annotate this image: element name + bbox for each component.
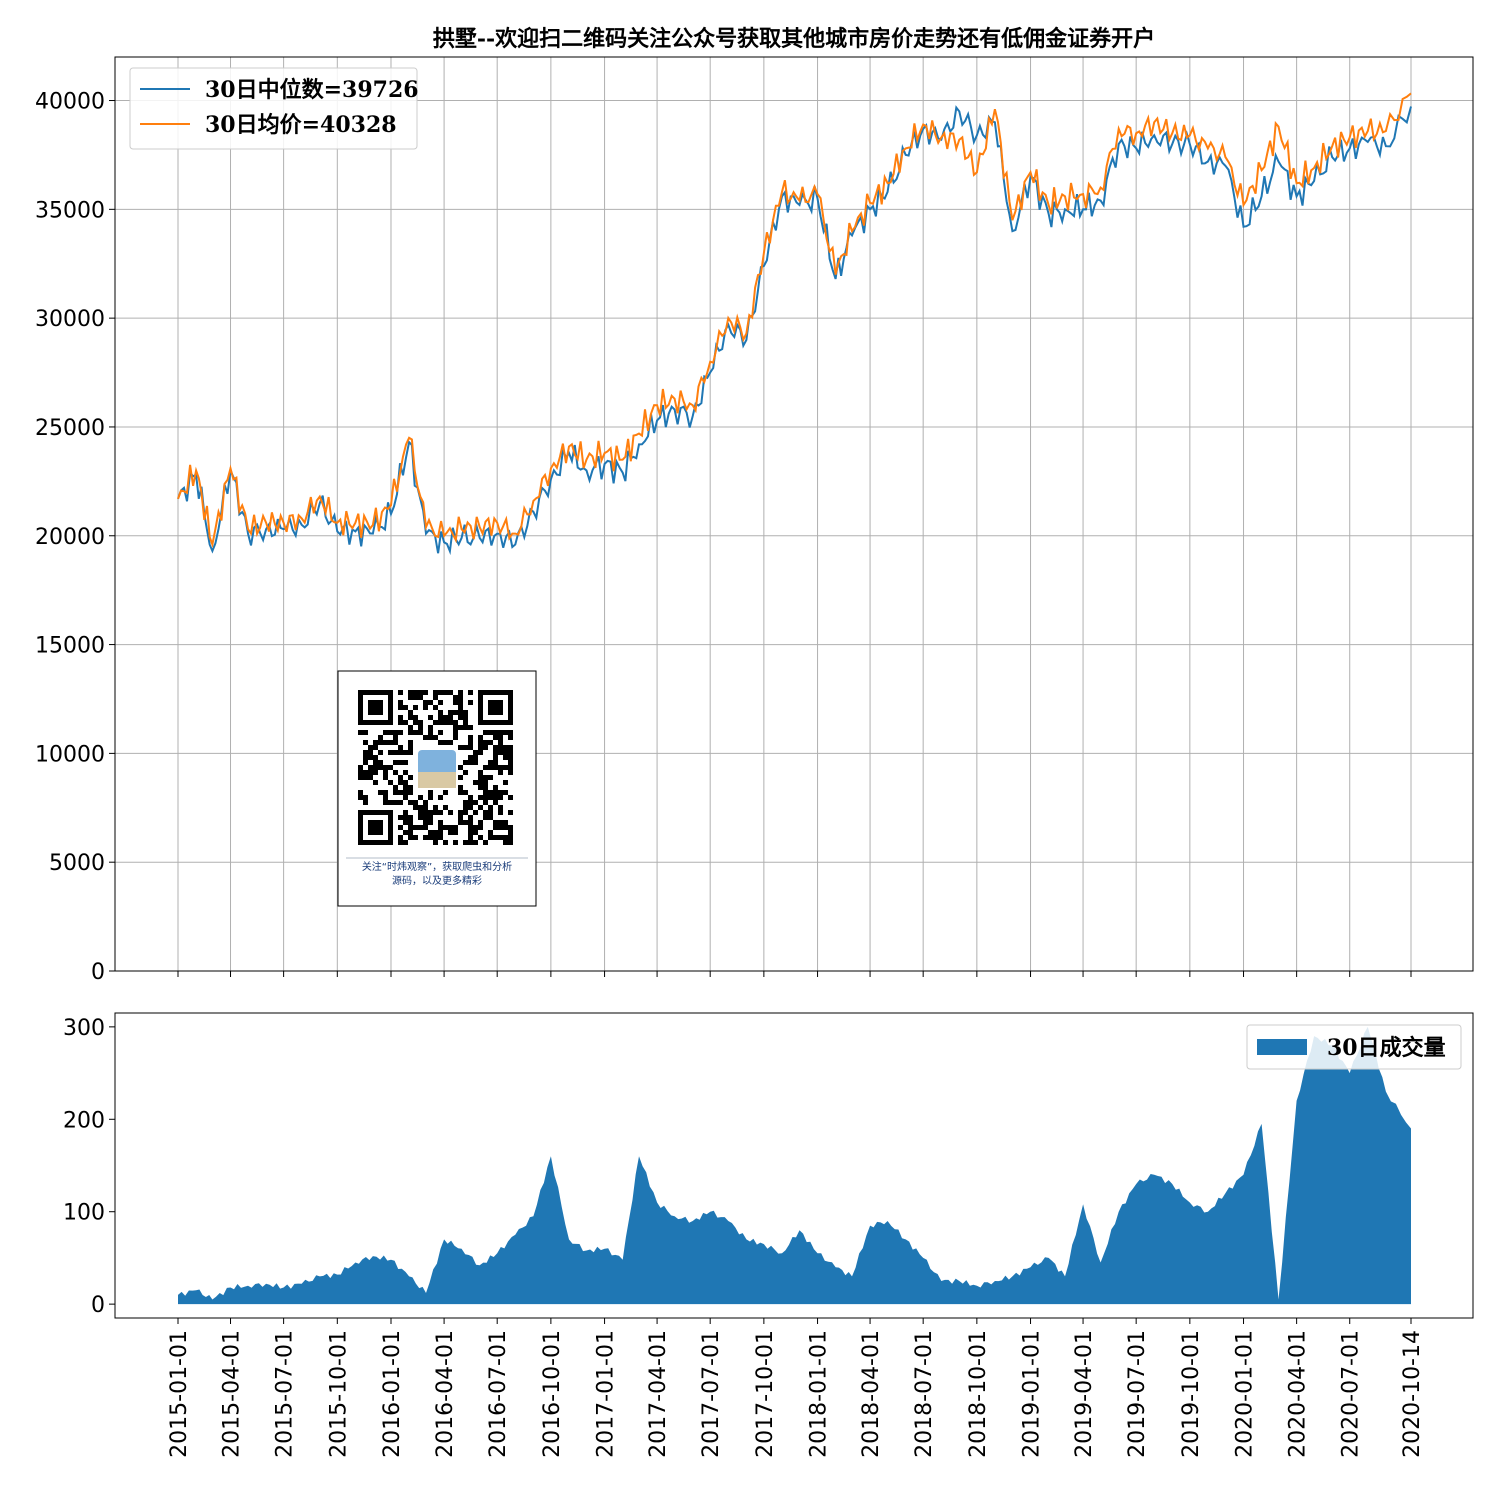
top-x-axis (177, 971, 1412, 977)
x-tick-label: 2020-07-01 (1339, 1330, 1364, 1458)
y-tick-label: 100 (63, 1201, 105, 1226)
x-tick-label: 2015-10-01 (326, 1330, 351, 1458)
legend-median-label: 30日中位数=39726 (205, 77, 419, 103)
bottom-legend: 30日成交量 (1246, 1024, 1462, 1070)
y-tick-label: 300 (63, 1016, 105, 1041)
x-tick-label: 2019-10-01 (1179, 1330, 1204, 1458)
x-tick-label: 2017-07-01 (699, 1330, 724, 1458)
bottom-axes-frame (114, 1012, 1474, 1319)
x-tick-label: 2016-01-01 (380, 1330, 405, 1458)
y-tick-label: 20000 (35, 525, 105, 550)
x-tick-label: 2019-01-01 (1020, 1330, 1045, 1458)
series-volume-area (178, 1026, 1411, 1305)
top-y-axis: 0 5000 10000 15000 20000 25000 30000 35000 40000 (35, 90, 115, 985)
x-tick-label: 2017-04-01 (646, 1330, 671, 1458)
x-tick-label: 2015-07-01 (273, 1330, 298, 1458)
y-tick-label: 30000 (35, 307, 105, 332)
y-tick-label: 0 (91, 1293, 105, 1318)
qr-caption-line2: 源码，以及更多精彩 (392, 874, 482, 887)
x-tick-label: 2019-07-01 (1125, 1330, 1150, 1458)
x-tick-label: 2019-04-01 (1072, 1330, 1097, 1458)
x-tick-label: 2016-07-01 (486, 1330, 511, 1458)
x-tick-label: 2020-04-01 (1286, 1330, 1311, 1458)
legend-mean-label: 30日均价=40328 (205, 112, 397, 138)
qr-caption-line1: 关注“时炜观察”，获取爬虫和分析 (362, 860, 512, 873)
x-tick-label: 2018-10-01 (966, 1330, 991, 1458)
x-tick-label: 2018-04-01 (859, 1330, 884, 1458)
x-tick-label: 2015-04-01 (220, 1330, 245, 1458)
x-tick-label: 2018-07-01 (912, 1330, 937, 1458)
x-tick-label: 2016-10-01 (540, 1330, 565, 1458)
y-tick-label: 5000 (49, 851, 105, 876)
bottom-x-axis: 2015-01-01 2015-04-01 2015-07-01 2015-10-01… (167, 1318, 1425, 1458)
y-tick-label: 25000 (35, 416, 105, 441)
qr-code-image (358, 690, 513, 845)
bottom-y-axis: 0 100 200 300 (63, 1016, 115, 1318)
chart-title: 拱墅--欢迎扫二维码关注公众号获取其他城市房价走势还有低佣金证券开户 (433, 26, 1155, 52)
y-tick-label: 0 (91, 960, 105, 985)
y-tick-label: 200 (63, 1108, 105, 1133)
y-tick-label: 15000 (35, 634, 105, 659)
series-mean-line (177, 92, 1412, 549)
top-series (177, 92, 1412, 556)
x-tick-label: 2015-01-01 (167, 1330, 192, 1458)
bottom-series (178, 1026, 1411, 1305)
y-tick-label: 10000 (35, 742, 105, 767)
top-axes-frame (114, 56, 1474, 972)
x-tick-label: 2016-04-01 (433, 1330, 458, 1458)
x-tick-label: 2017-10-01 (753, 1330, 778, 1458)
legend-volume-label: 30日成交量 (1327, 1035, 1446, 1061)
legend-volume-swatch (1257, 1039, 1307, 1055)
x-tick-label: 2017-01-01 (594, 1330, 619, 1458)
x-tick-label: 2018-01-01 (807, 1330, 832, 1458)
qr-code-inset: 关注“时炜观察”，获取爬虫和分析 源码，以及更多精彩 (337, 670, 537, 907)
y-tick-label: 40000 (35, 90, 105, 115)
top-legend: 30日中位数=39726 30日均价=40328 (129, 67, 419, 150)
x-tick-label: 2020-10-14 (1400, 1330, 1425, 1458)
x-tick-label: 2020-01-01 (1233, 1330, 1258, 1458)
y-tick-label: 35000 (35, 198, 105, 223)
